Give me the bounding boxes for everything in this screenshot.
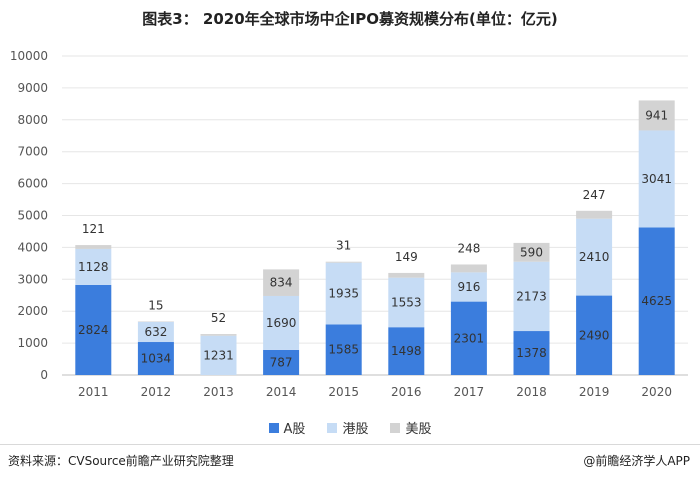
x-tick-label: 2019 xyxy=(579,385,610,399)
x-tick-label: 2012 xyxy=(141,385,172,399)
data-label-hk-share-2019: 2410 xyxy=(579,250,610,264)
data-label-a-share-2019: 2490 xyxy=(579,328,610,342)
bar-us-share-2013 xyxy=(200,334,237,336)
legend-swatch-a-share xyxy=(268,422,279,433)
data-label-a-share-2011: 2824 xyxy=(78,323,109,337)
bar-hk-share-2016 xyxy=(388,277,425,328)
x-tick-label: 2013 xyxy=(203,385,234,399)
data-label-a-share-2018: 1378 xyxy=(516,346,547,360)
data-label-hk-share-2020: 3041 xyxy=(641,172,672,186)
bar-a-share-2018 xyxy=(513,331,550,375)
bar-hk-share-2012 xyxy=(137,321,174,343)
bar-us-share-2017 xyxy=(450,264,487,273)
bar-us-share-2014 xyxy=(263,269,300,296)
data-label-us-share-2012: 15 xyxy=(148,298,163,312)
data-label-hk-share-2018: 2173 xyxy=(516,289,547,303)
data-label-a-share-2016: 1498 xyxy=(391,344,422,358)
data-label-hk-share-2011: 1128 xyxy=(78,260,109,274)
bar-hk-share-2017 xyxy=(450,272,487,302)
y-tick-label: 1000 xyxy=(17,336,48,350)
bar-hk-share-2018 xyxy=(513,261,550,332)
chart-title: 图表3： 2020年全球市场中企IPO募资规模分布(单位：亿元) xyxy=(142,10,558,28)
source-note: 资料来源：CVSource前瞻产业研究院整理 xyxy=(8,454,234,468)
bar-us-share-2015 xyxy=(325,261,362,263)
bar-hk-share-2020 xyxy=(638,130,675,228)
y-tick-label: 0 xyxy=(40,368,48,382)
x-tick-label: 2016 xyxy=(391,385,422,399)
bar-a-share-2019 xyxy=(576,295,613,375)
legend-item-a-share[interactable]: A股 xyxy=(268,418,306,437)
y-tick-label: 4000 xyxy=(17,240,48,254)
legend-swatch-us-share xyxy=(390,422,401,433)
x-tick-label: 2011 xyxy=(78,385,109,399)
bar-a-share-2015 xyxy=(325,324,362,375)
data-label-a-share-2020: 4625 xyxy=(641,294,672,308)
bar-a-share-2012 xyxy=(137,342,174,375)
y-tick-label: 2000 xyxy=(17,304,48,318)
data-label-hk-share-2016: 1553 xyxy=(391,295,422,309)
bar-hk-share-2019 xyxy=(576,218,613,296)
bar-hk-share-2011 xyxy=(75,248,112,285)
data-label-us-share-2018: 590 xyxy=(520,245,543,259)
bar-us-share-2011 xyxy=(75,245,112,249)
bars xyxy=(75,100,675,375)
data-label-us-share-2020: 941 xyxy=(645,108,668,122)
data-labels: 2824 1128 121 1034 632 15 1231 52 787 1690 834 1585… xyxy=(78,108,672,369)
data-label-hk-share-2015: 1935 xyxy=(328,287,359,301)
data-label-a-share-2012: 1034 xyxy=(141,352,172,366)
legend-item-hk-share[interactable]: 港股 xyxy=(327,418,368,437)
data-label-hk-share-2012: 632 xyxy=(144,325,167,339)
bar-hk-share-2014 xyxy=(263,295,300,350)
x-tick-label: 2015 xyxy=(328,385,359,399)
bar-hk-share-2013 xyxy=(200,335,237,375)
credit-note: @前瞻经济学人APP xyxy=(583,454,690,468)
x-tick-label: 2017 xyxy=(454,385,485,399)
legend-item-us-share[interactable]: 美股 xyxy=(390,418,431,437)
data-label-us-share-2013: 52 xyxy=(211,311,226,325)
legend-label-a-share: A股 xyxy=(283,422,306,437)
data-label-a-share-2015: 1585 xyxy=(328,343,359,357)
legend-swatch-hk-share xyxy=(327,422,338,433)
y-tick-label: 5000 xyxy=(17,209,48,223)
data-label-us-share-2019: 247 xyxy=(583,188,606,202)
bar-us-share-2018 xyxy=(513,242,550,262)
bar-a-share-2016 xyxy=(388,327,425,375)
bar-us-share-2016 xyxy=(388,272,425,278)
bar-a-share-2014 xyxy=(263,349,300,375)
data-label-us-share-2011: 121 xyxy=(82,222,105,236)
y-axis: 0 1000 2000 3000 4000 5000 6000 7000 8000 9000 100… xyxy=(10,49,48,382)
bar-hk-share-2015 xyxy=(325,262,362,325)
data-label-hk-share-2017: 916 xyxy=(457,280,480,294)
data-label-a-share-2017: 2301 xyxy=(454,331,485,345)
legend: A股 港股 美股 xyxy=(0,418,700,437)
footer-divider xyxy=(0,444,700,445)
data-label-us-share-2017: 248 xyxy=(457,241,480,255)
y-tick-label: 8000 xyxy=(17,113,48,127)
y-tick-label: 10000 xyxy=(10,49,48,63)
data-label-a-share-2014: 787 xyxy=(270,355,293,369)
x-tick-label: 2018 xyxy=(516,385,547,399)
data-label-hk-share-2013: 1231 xyxy=(203,348,234,362)
y-tick-label: 6000 xyxy=(17,177,48,191)
bar-a-share-2017 xyxy=(450,301,487,375)
legend-label-hk-share: 港股 xyxy=(342,422,369,437)
y-tick-label: 3000 xyxy=(17,272,48,286)
x-tick-label: 2020 xyxy=(641,385,672,399)
data-label-us-share-2014: 834 xyxy=(270,276,293,290)
x-axis: 2011 2012 2013 2014 2015 2016 2017 2018 2019 2020 xyxy=(78,385,672,399)
data-label-hk-share-2014: 1690 xyxy=(266,316,297,330)
bar-us-share-2019 xyxy=(576,210,613,219)
bar-a-share-2020 xyxy=(638,227,675,375)
y-tick-label: 9000 xyxy=(17,81,48,95)
legend-label-us-share: 美股 xyxy=(405,422,432,437)
data-label-us-share-2015: 31 xyxy=(336,239,351,253)
data-label-us-share-2016: 149 xyxy=(395,250,418,264)
x-tick-label: 2014 xyxy=(266,385,297,399)
bar-a-share-2011 xyxy=(75,284,112,375)
y-tick-label: 7000 xyxy=(17,145,48,159)
bar-us-share-2020 xyxy=(638,100,675,131)
